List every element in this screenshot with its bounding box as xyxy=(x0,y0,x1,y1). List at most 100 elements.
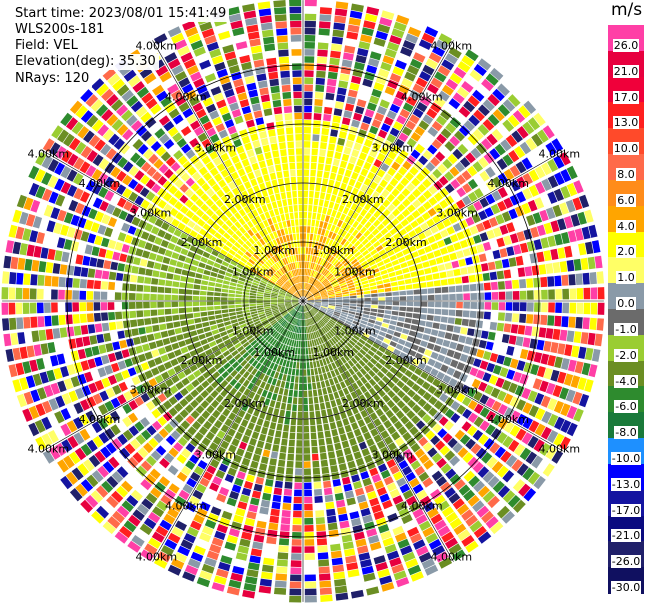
velocity-gate xyxy=(252,52,264,61)
velocity-gate xyxy=(278,293,285,296)
velocity-gate xyxy=(414,448,425,459)
velocity-gate xyxy=(279,335,285,343)
velocity-gate xyxy=(36,288,44,300)
velocity-gate xyxy=(361,565,374,575)
velocity-gate xyxy=(566,259,575,272)
velocity-gate xyxy=(387,550,400,561)
velocity-gate xyxy=(321,409,327,417)
velocity-gate xyxy=(371,301,378,305)
velocity-gate xyxy=(427,358,436,367)
velocity-gate xyxy=(355,54,367,64)
velocity-gate xyxy=(472,128,484,141)
velocity-gate xyxy=(194,160,204,171)
velocity-gate xyxy=(227,467,237,477)
velocity-gate xyxy=(68,338,77,349)
velocity-gate xyxy=(528,420,540,433)
velocity-gate xyxy=(278,326,284,333)
velocity-gate xyxy=(337,219,343,228)
velocity-gate xyxy=(307,298,314,300)
velocity-gate xyxy=(282,199,288,207)
velocity-gate xyxy=(231,155,240,164)
velocity-gate xyxy=(237,184,246,193)
velocity-gate xyxy=(110,410,121,422)
velocity-gate xyxy=(423,459,434,470)
velocity-gate xyxy=(444,420,454,431)
velocity-gate xyxy=(465,438,476,450)
velocity-gate xyxy=(186,283,194,289)
velocity-gate xyxy=(303,447,311,454)
velocity-gate xyxy=(174,552,188,563)
velocity-gate xyxy=(456,503,470,516)
velocity-gate xyxy=(314,304,321,308)
velocity-gate xyxy=(256,176,264,184)
velocity-gate xyxy=(297,418,303,426)
velocity-gate xyxy=(395,14,410,25)
velocity-gate xyxy=(335,323,342,329)
velocity-gate xyxy=(385,333,393,340)
velocity-gate xyxy=(311,155,318,163)
velocity-gate xyxy=(381,240,390,248)
velocity-gate xyxy=(158,163,169,174)
velocity-gate xyxy=(327,143,336,151)
velocity-gate xyxy=(335,592,349,601)
velocity-gate xyxy=(126,114,138,127)
velocity-gate xyxy=(65,302,72,312)
velocity-gate xyxy=(355,312,363,317)
velocity-gate xyxy=(311,308,318,314)
velocity-gate xyxy=(379,17,393,27)
velocity-gate xyxy=(258,258,265,265)
velocity-gate xyxy=(264,306,271,309)
velocity-gate xyxy=(284,257,289,265)
velocity-gate xyxy=(217,366,226,375)
velocity-gate xyxy=(425,532,439,544)
velocity-gate xyxy=(247,211,255,220)
velocity-gate xyxy=(283,99,292,107)
velocity-gate xyxy=(232,565,245,575)
velocity-gate xyxy=(589,272,597,285)
velocity-gate xyxy=(518,483,531,497)
velocity-gate xyxy=(437,239,446,248)
velocity-gate xyxy=(416,216,425,225)
velocity-gate xyxy=(284,417,290,425)
velocity-gate xyxy=(207,353,216,361)
velocity-gate xyxy=(284,313,290,319)
velocity-gate xyxy=(343,110,353,119)
velocity-gate xyxy=(194,278,202,285)
velocity-gate xyxy=(1,302,9,315)
velocity-gate xyxy=(178,295,186,301)
velocity-gate xyxy=(265,479,274,487)
velocity-gate xyxy=(437,65,451,77)
velocity-gate xyxy=(274,254,280,262)
velocity-gate xyxy=(134,421,145,432)
velocity-gate xyxy=(217,227,226,236)
velocity-gate xyxy=(90,99,104,112)
velocity-gate xyxy=(16,194,27,209)
velocity-gate xyxy=(51,125,64,139)
velocity-gate xyxy=(456,86,470,99)
velocity-gate xyxy=(539,209,549,222)
velocity-gate xyxy=(53,222,63,235)
velocity-gate xyxy=(437,525,451,537)
velocity-gate xyxy=(122,174,133,186)
velocity-gate xyxy=(439,187,449,198)
velocity-gate xyxy=(112,251,121,261)
velocity-gate xyxy=(304,13,317,21)
velocity-gate xyxy=(325,324,331,331)
velocity-gate xyxy=(312,307,319,311)
velocity-gate xyxy=(413,257,422,264)
velocity-gate xyxy=(412,108,424,119)
velocity-gate xyxy=(417,269,425,276)
velocity-gate xyxy=(328,301,336,303)
velocity-gate xyxy=(280,192,287,200)
velocity-gate xyxy=(434,287,442,294)
velocity-gate xyxy=(229,378,238,387)
velocity-gate xyxy=(123,320,131,329)
velocity-gate xyxy=(311,288,318,294)
velocity-gate xyxy=(218,179,227,188)
velocity-gate xyxy=(422,190,433,200)
velocity-gate xyxy=(269,232,275,240)
velocity-gate xyxy=(250,287,258,291)
velocity-gate xyxy=(254,146,263,155)
velocity-gate xyxy=(534,423,546,437)
velocity-gate xyxy=(246,261,254,268)
